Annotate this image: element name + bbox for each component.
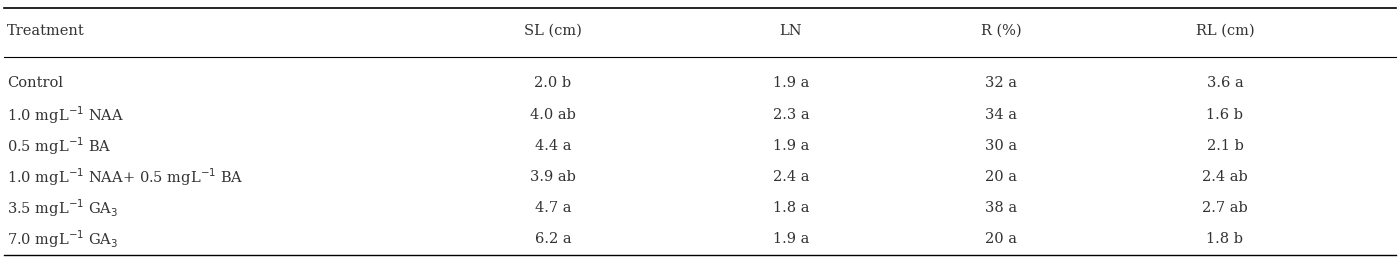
Text: 7.0 mgL$^{-1}$ GA$_3$: 7.0 mgL$^{-1}$ GA$_3$ [7, 228, 118, 249]
Text: 20 a: 20 a [986, 232, 1016, 246]
Text: LN: LN [780, 24, 802, 38]
Text: 20 a: 20 a [986, 170, 1016, 184]
Text: 0.5 mgL$^{-1}$ BA: 0.5 mgL$^{-1}$ BA [7, 135, 112, 157]
Text: 1.0 mgL$^{-1}$ NAA+ 0.5 mgL$^{-1}$ BA: 1.0 mgL$^{-1}$ NAA+ 0.5 mgL$^{-1}$ BA [7, 166, 244, 188]
Text: 32 a: 32 a [986, 76, 1016, 90]
Text: 6.2 a: 6.2 a [535, 232, 571, 246]
Text: 2.3 a: 2.3 a [773, 108, 809, 122]
Text: 4.0 ab: 4.0 ab [531, 108, 575, 122]
Text: 1.8 b: 1.8 b [1207, 232, 1243, 246]
Text: 2.4 ab: 2.4 ab [1203, 170, 1247, 184]
Text: 3.9 ab: 3.9 ab [531, 170, 575, 184]
Text: 38 a: 38 a [986, 201, 1016, 215]
Text: R (%): R (%) [980, 24, 1022, 38]
Text: 3.6 a: 3.6 a [1207, 76, 1243, 90]
Text: SL (cm): SL (cm) [524, 24, 582, 38]
Text: Control: Control [7, 76, 63, 90]
Text: 4.4 a: 4.4 a [535, 139, 571, 153]
Text: 2.1 b: 2.1 b [1207, 139, 1243, 153]
Text: Treatment: Treatment [7, 24, 85, 38]
Text: 1.0 mgL$^{-1}$ NAA: 1.0 mgL$^{-1}$ NAA [7, 104, 125, 126]
Text: 1.9 a: 1.9 a [773, 139, 809, 153]
Text: 1.9 a: 1.9 a [773, 76, 809, 90]
Text: 1.9 a: 1.9 a [773, 232, 809, 246]
Text: 34 a: 34 a [986, 108, 1016, 122]
Text: 1.6 b: 1.6 b [1207, 108, 1243, 122]
Text: RL (cm): RL (cm) [1196, 24, 1254, 38]
Text: 2.0 b: 2.0 b [535, 76, 571, 90]
Text: 2.7 ab: 2.7 ab [1203, 201, 1247, 215]
Text: 4.7 a: 4.7 a [535, 201, 571, 215]
Text: 30 a: 30 a [986, 139, 1016, 153]
Text: 1.8 a: 1.8 a [773, 201, 809, 215]
Text: 3.5 mgL$^{-1}$ GA$_3$: 3.5 mgL$^{-1}$ GA$_3$ [7, 197, 118, 219]
Text: 2.4 a: 2.4 a [773, 170, 809, 184]
